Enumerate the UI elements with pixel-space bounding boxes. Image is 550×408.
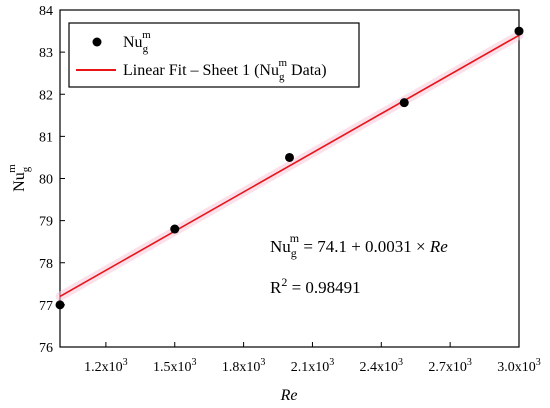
data-point xyxy=(170,224,180,234)
x-tick-label: 2.4x103 xyxy=(360,357,404,375)
x-tick-label: 2.7x103 xyxy=(428,357,472,375)
y-axis-title: Nugm xyxy=(6,164,32,192)
legend-label-fit: Linear Fit – Sheet 1 (Nugm Data) xyxy=(123,57,327,83)
y-tick-label: 81 xyxy=(39,130,53,145)
data-point xyxy=(399,98,409,108)
y-tick-label: 79 xyxy=(39,215,53,230)
fit-equation: Nugm = 74.1 + 0.0031 × Re xyxy=(270,231,448,260)
y-title-sub: g xyxy=(20,166,32,172)
x-tick-label: 2.1x103 xyxy=(291,357,335,375)
svg-text:Nugm: Nugm xyxy=(6,164,32,192)
fit-line xyxy=(59,34,520,298)
data-point xyxy=(55,300,65,310)
points-layer xyxy=(55,26,524,310)
r-squared: R2 = 0.98491 xyxy=(270,275,361,297)
x-axis: 1.2x103 1.5x103 1.8x103 2.1x103 2.4x103 2.7x1… xyxy=(84,342,541,375)
x-tick-label: 3.0x103 xyxy=(497,357,541,375)
y-title-sup: m xyxy=(6,164,18,173)
x-tick-label: 1.8x103 xyxy=(222,357,266,375)
y-title-base: Nu xyxy=(11,172,28,192)
y-tick-label: 76 xyxy=(39,341,53,356)
y-tick-label: 84 xyxy=(39,4,53,19)
legend-marker-points xyxy=(92,37,102,47)
x-axis-title: Re xyxy=(280,387,298,404)
legend-box xyxy=(68,22,360,88)
y-tick-label: 78 xyxy=(39,257,53,272)
y-tick-label: 80 xyxy=(39,173,53,188)
y-tick-label: 83 xyxy=(39,46,53,61)
x-tick-label: 1.5x103 xyxy=(153,357,197,375)
y-tick-label: 77 xyxy=(39,299,53,314)
x-tick-label: 1.2x103 xyxy=(84,357,127,375)
fit-layer xyxy=(55,30,524,301)
y-axis: 76 77 78 79 80 81 82 83 84 xyxy=(39,4,65,356)
data-point xyxy=(285,152,294,162)
y-tick-label: 82 xyxy=(39,88,53,103)
data-point xyxy=(514,26,524,36)
legend: Nugm Linear Fit – Sheet 1 (Nugm Data) xyxy=(68,22,360,88)
legend-label-points: Nugm xyxy=(123,29,151,55)
